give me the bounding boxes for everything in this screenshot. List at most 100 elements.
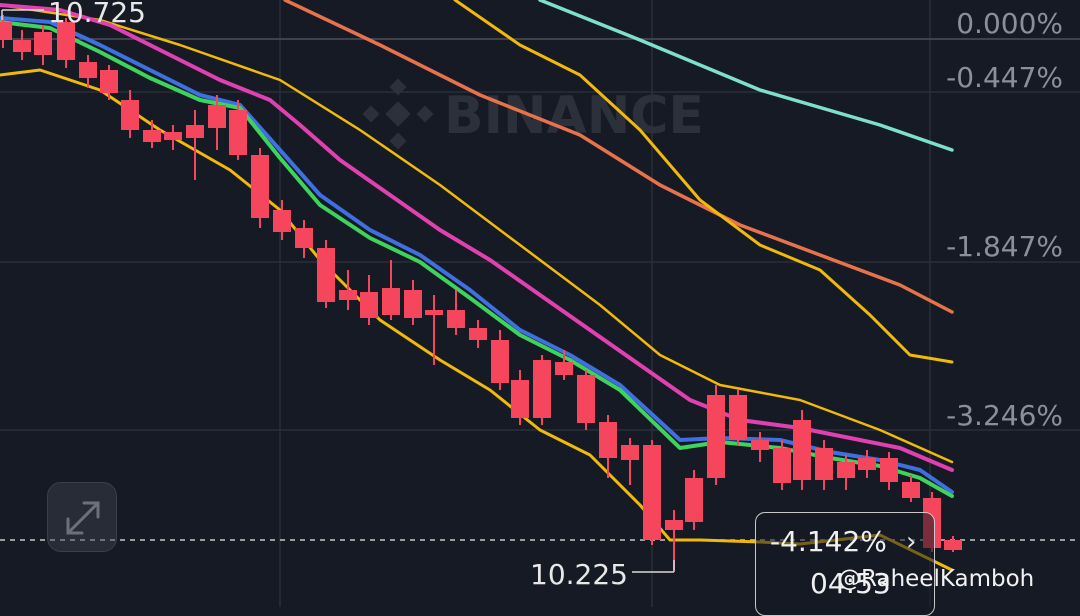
bearish-candle [360, 275, 378, 325]
bearish-candle [533, 355, 551, 425]
candle-body [229, 110, 247, 155]
bearish-candle [447, 290, 465, 335]
candle-body [707, 395, 725, 478]
bearish-candle [815, 440, 833, 490]
bearish-candle [469, 320, 487, 348]
bearish-candle [491, 330, 509, 390]
bearish-candle [121, 90, 139, 138]
bearish-candle [208, 95, 226, 150]
bearish-candle [577, 370, 595, 430]
percent-axis-label: 0.000% [956, 7, 1063, 40]
bearish-candle [621, 438, 639, 485]
bearish-candle [555, 350, 573, 380]
bearish-candle [707, 385, 725, 485]
candle-body [208, 105, 226, 128]
current-price-box[interactable]: -4.142% › 04:53 [755, 512, 935, 616]
candle-body [469, 328, 487, 340]
bearish-candle [57, 18, 75, 68]
bearish-candle [858, 450, 876, 478]
binance-watermark-text: BINANCE [444, 86, 704, 146]
bearish-candle [944, 536, 962, 552]
expand-icon [66, 501, 100, 535]
bearish-candle [643, 440, 661, 545]
countdown-label: 04:53 [810, 567, 891, 600]
candle-body [360, 292, 378, 318]
bearish-candle [511, 370, 529, 425]
candle-body [665, 520, 683, 530]
bearish-candle [251, 148, 269, 228]
bearish-candle [339, 270, 357, 310]
candle-body [837, 462, 855, 478]
candle-body [447, 310, 465, 328]
candle-body [685, 478, 703, 522]
bearish-candle [295, 220, 313, 258]
candle-body [0, 22, 12, 40]
bearish-candle [404, 280, 422, 325]
candle-body [425, 310, 443, 315]
bearish-candle [143, 120, 161, 148]
candle-body [533, 360, 551, 418]
bearish-candle [13, 30, 31, 60]
bearish-candle [317, 240, 335, 308]
percent-axis: 0.000% -0.447% -1.847% -3.246% [946, 7, 1063, 432]
bearish-candle [729, 390, 747, 445]
candle-body [751, 440, 769, 450]
chevron-right-icon: › [906, 527, 917, 557]
bearish-candle [273, 200, 291, 240]
candle-body [295, 228, 313, 248]
candle-body [143, 130, 161, 142]
candle-body [577, 375, 595, 423]
bearish-candle [880, 452, 898, 490]
candle-body [251, 155, 269, 218]
candle-body [164, 132, 182, 140]
bearish-candle [229, 100, 247, 160]
candle-body [621, 445, 639, 460]
ma-green-line [0, 20, 954, 498]
candle-body [100, 70, 118, 93]
low-price-label: 10.225 [530, 558, 628, 591]
candle-body [815, 448, 833, 480]
bearish-candle [751, 432, 769, 462]
current-change-label: -4.142% [770, 525, 887, 558]
candle-body [793, 420, 811, 480]
candles [0, 15, 962, 570]
bearish-candle [425, 295, 443, 365]
bearish-candle [902, 475, 920, 502]
bearish-candle [34, 25, 52, 65]
bearish-candle [0, 15, 12, 48]
candle-body [13, 40, 31, 52]
bearish-candle [685, 470, 703, 530]
attribution-watermark: @RaheelKamboh [838, 566, 1035, 592]
ma-magenta-line [0, 3, 954, 472]
upper-band-outer-line [0, 3, 954, 464]
candle-body [382, 288, 400, 315]
candle-body [944, 540, 962, 550]
candle-body [643, 445, 661, 540]
candle-body [880, 458, 898, 482]
candle-body [773, 448, 791, 483]
candle-body [34, 32, 52, 55]
high-price-label: 10.725 [48, 0, 146, 29]
ma-blue-line [0, 16, 954, 494]
bearish-candle [837, 455, 855, 490]
candle-body [79, 62, 97, 78]
candle-body [186, 125, 204, 138]
candle-body [317, 248, 335, 302]
candle-body [57, 22, 75, 60]
percent-axis-label: -3.246% [946, 399, 1063, 432]
binance-watermark: BINANCE [362, 78, 704, 150]
expand-chart-button[interactable] [47, 482, 117, 552]
percent-axis-label: -0.447% [946, 61, 1063, 94]
ma-teal-line [538, 0, 954, 152]
bearish-candle [186, 110, 204, 180]
candle-body [599, 422, 617, 458]
candle-body [404, 290, 422, 318]
candle-body [511, 380, 529, 418]
bearish-candle [773, 440, 791, 490]
candle-body [273, 210, 291, 232]
candle-body [729, 395, 747, 440]
candle-body [902, 482, 920, 498]
extreme-labels: 10.725 10.225 [1, 0, 675, 591]
